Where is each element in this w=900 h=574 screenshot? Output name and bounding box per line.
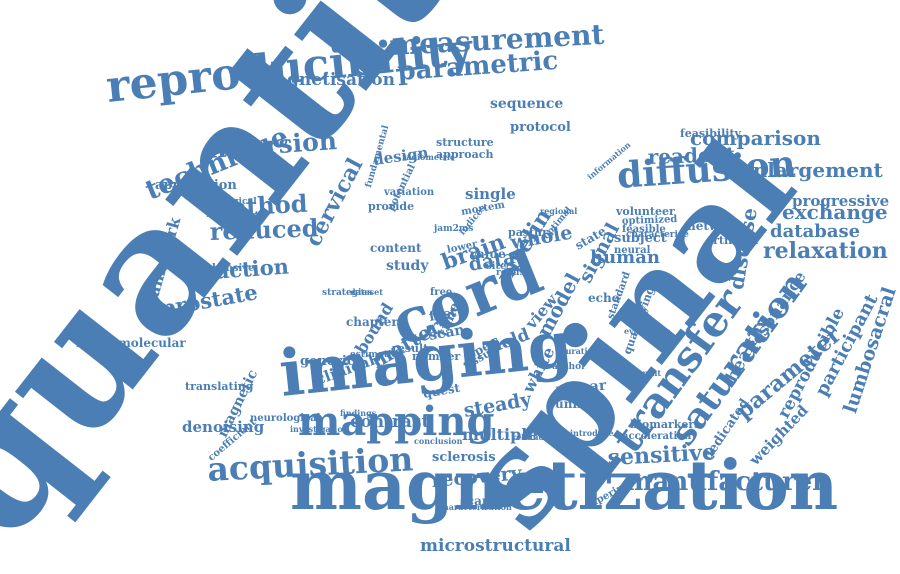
word-evaluation: evaluation: [624, 326, 671, 337]
word-volunteer: volunteer: [616, 204, 675, 218]
word-feasible: feasible: [622, 223, 666, 235]
word-neurological: neurological: [250, 412, 321, 424]
word-sequence: sequence: [490, 95, 564, 112]
word-subject: subject: [614, 231, 667, 247]
word-acquisition: acquisition: [206, 439, 415, 489]
word-site: site: [486, 260, 507, 272]
word-jam2ms: jam2ms: [434, 223, 474, 234]
word-variation: variation: [384, 186, 435, 198]
word-magnetization: magnetization: [290, 446, 839, 527]
word-investigation: investigation: [290, 424, 349, 435]
word-progressive: progressive: [792, 191, 890, 210]
word-redundant: redundant: [512, 432, 559, 443]
word-content: content: [370, 241, 422, 256]
word-protocol: protocol: [510, 120, 571, 136]
word-pathological: pathological: [194, 196, 257, 207]
word-approach: approach: [436, 147, 494, 161]
word-introduce: introduce: [570, 428, 614, 439]
word-denoising: denoising: [182, 417, 265, 436]
word-enlargement: enlargement: [740, 157, 883, 182]
word-different: different: [622, 368, 662, 379]
word-network: network: [687, 219, 742, 234]
word-readout: readout: [647, 141, 736, 169]
word-relaxation: relaxation: [763, 237, 888, 264]
word-pastur: pastur: [508, 225, 548, 239]
word-comparison: comparison: [690, 125, 821, 150]
word-microstructural: microstructural: [420, 536, 571, 557]
word-exchange: exchange: [782, 199, 888, 224]
word-number: number: [412, 349, 461, 363]
word-provide: provide: [368, 199, 415, 213]
word-macromolecular: macromolecular: [76, 336, 186, 351]
word-biomarkers: biomarkers: [630, 417, 701, 431]
word-duration: duration: [560, 346, 599, 357]
word-regional: regional: [540, 206, 578, 217]
word-manufacturer: manufacturer: [625, 466, 826, 497]
word-multiple: multiple: [462, 424, 538, 444]
word-estimation: estimation: [350, 349, 404, 360]
word-dataset: dataset: [350, 287, 383, 298]
word-human: human: [590, 247, 660, 269]
word-generic: generic: [300, 354, 355, 370]
word-echo: echo: [588, 291, 620, 306]
word-strategies: strategies: [322, 287, 373, 298]
word-conclusion: conclusion: [414, 436, 463, 447]
word-chapter: chapter: [346, 315, 398, 330]
word-findings: findings: [340, 408, 377, 419]
word-magnetisation: magnetisation: [258, 70, 395, 91]
word-comprehensive: comprehensive: [170, 262, 255, 274]
word-feasibility: feasibility: [680, 126, 741, 140]
word-translating: translating: [185, 379, 254, 393]
word-mapping: mapping: [298, 398, 495, 446]
word-sclerosis: sclerosis: [432, 450, 496, 466]
word-unified: unified: [555, 397, 602, 412]
word-planar: planar: [554, 377, 607, 398]
word-contrast: contrast: [350, 412, 430, 433]
word-robust: robust: [496, 267, 529, 278]
word-study: study: [386, 257, 429, 274]
word-result: result: [392, 341, 429, 355]
word-scanner: scanner: [460, 494, 514, 509]
word-application: application: [155, 178, 237, 194]
word-structure: structure: [436, 135, 494, 149]
word-database: database: [770, 221, 861, 243]
word-acceleration: acceleration: [622, 430, 692, 442]
word-characterize: characterize: [626, 229, 689, 240]
word-artificial: artificial: [706, 233, 759, 247]
word-value: value: [470, 247, 506, 262]
word-free: free: [430, 286, 453, 298]
word-characterization: characterization: [438, 502, 512, 513]
word-neural: neural: [614, 244, 651, 256]
word-single: single: [465, 184, 516, 203]
word-radiometric: radiometric: [402, 152, 455, 163]
word-author: author: [552, 361, 586, 372]
